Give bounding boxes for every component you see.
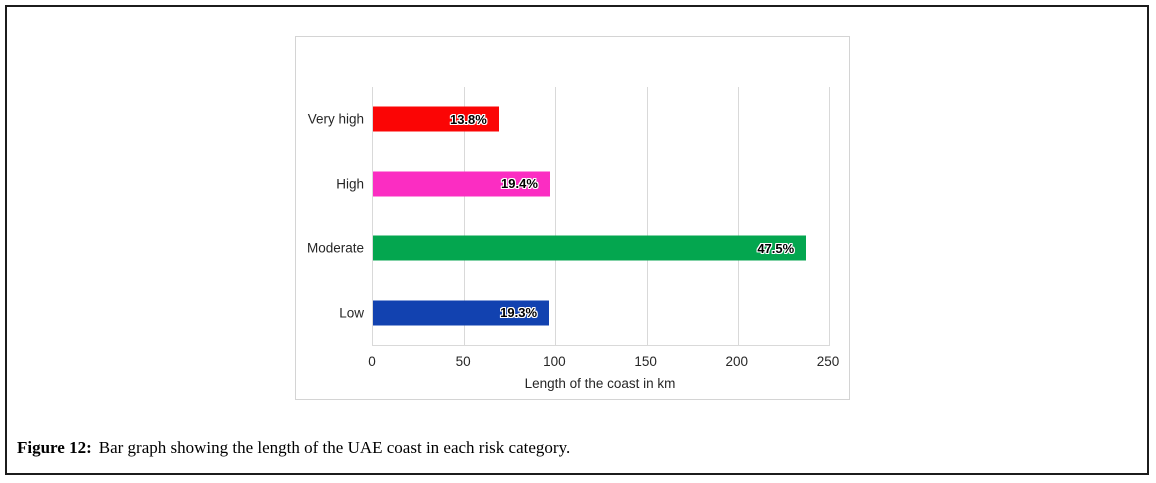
- x-tick-label: 200: [725, 354, 749, 369]
- bar-value-label: 19.4%: [501, 176, 538, 192]
- category-label: Moderate: [306, 240, 364, 256]
- x-tick-label: 100: [543, 354, 566, 369]
- figure-caption-label: Figure 12:: [17, 438, 92, 457]
- gridline: [737, 87, 739, 345]
- x-axis-title: Length of the coast in km: [524, 376, 676, 391]
- bar-moderate: 47.5%: [373, 235, 807, 261]
- chart-row: Very high 13.8%: [308, 87, 829, 152]
- figure-caption-text: Bar graph showing the length of the UAE …: [98, 438, 571, 457]
- figure-outer-border: [5, 5, 1149, 475]
- chart-row: High 19.4%: [336, 152, 829, 217]
- chart-row: Moderate 47.5%: [307, 216, 829, 281]
- gridline: [464, 87, 466, 345]
- bar-high: 19.4%: [373, 171, 550, 197]
- chart-row: Low 19.3%: [339, 281, 829, 346]
- bar-very-high: 13.8%: [373, 106, 499, 132]
- figure-caption: Figure 12: Bar graph showing the length o…: [17, 438, 570, 458]
- x-tick-label: 150: [634, 354, 657, 369]
- x-axis-ticks: 0 50 100 150 200 250: [368, 354, 839, 370]
- gridline: [646, 87, 648, 345]
- bar-low: 19.3%: [373, 300, 550, 326]
- gridline: [555, 87, 557, 345]
- plot-area: Very high 13.8% High 19.4% Moderate 47.5% Low 1…: [307, 87, 830, 346]
- category-label: Low: [339, 305, 364, 321]
- chart-panel: Very high 13.8% High 19.4% Moderate 47.5% Low 1…: [295, 36, 850, 400]
- bar-value-label: 13.8%: [449, 111, 487, 127]
- x-tick-label: 0: [368, 354, 376, 369]
- category-label: High: [336, 176, 364, 192]
- bar-value-label: 19.3%: [500, 305, 538, 321]
- category-label: Very high: [307, 111, 364, 127]
- x-tick-label: 50: [455, 354, 471, 369]
- x-tick-label: 250: [816, 354, 840, 369]
- bar-value-label: 47.5%: [757, 240, 795, 256]
